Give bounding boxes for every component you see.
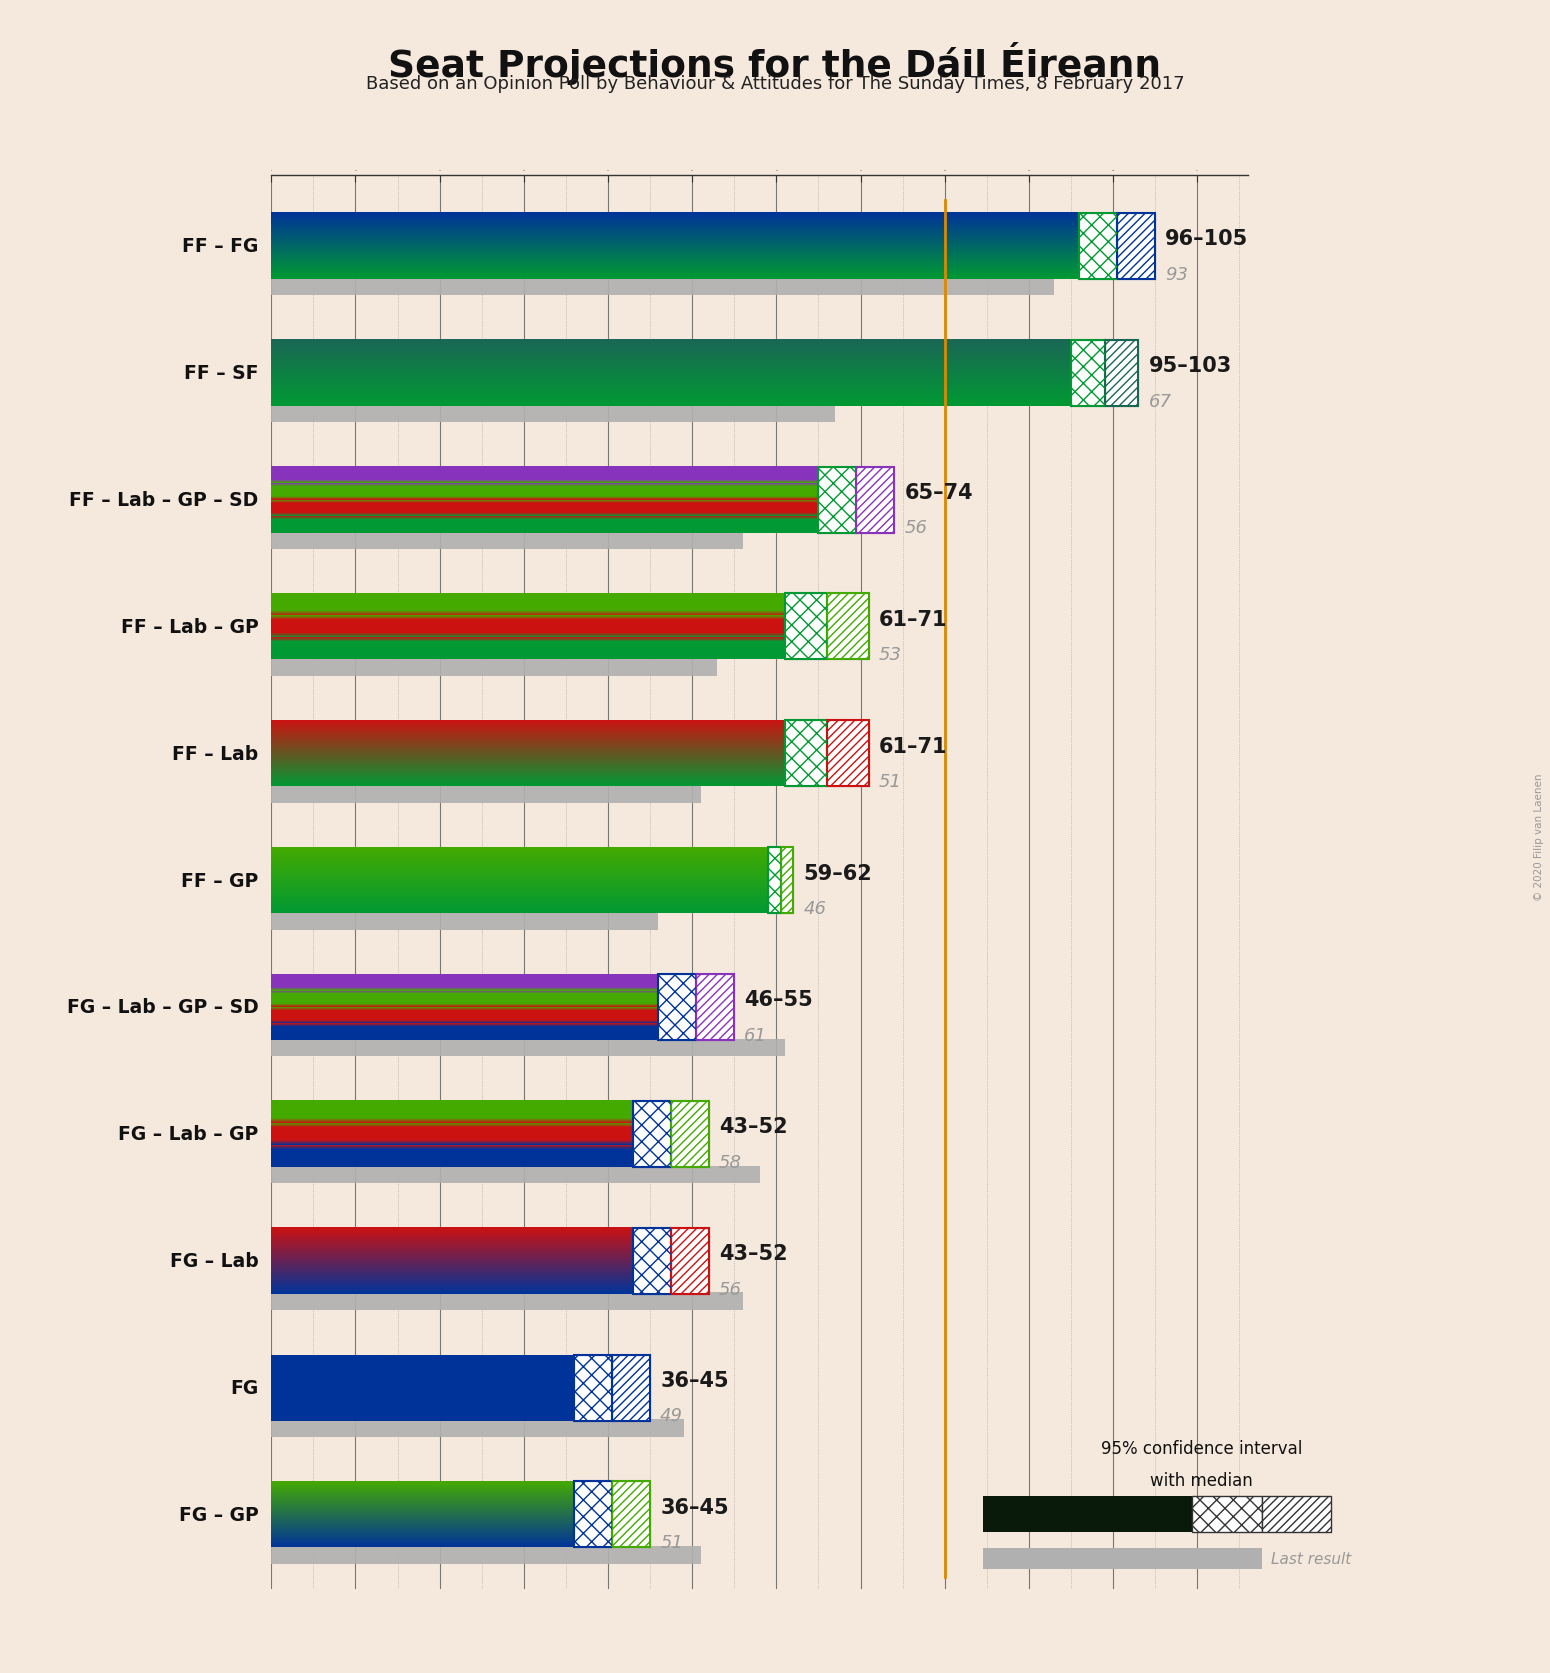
Bar [1079,214,1118,279]
Bar [696,974,735,1041]
Text: 65–74: 65–74 [904,482,973,502]
Text: 96–105: 96–105 [1166,229,1248,249]
Bar [818,467,856,534]
Text: 56: 56 [904,519,927,537]
Text: FF – FG: FF – FG [183,238,259,256]
Text: 93: 93 [1166,266,1189,283]
Bar [1118,214,1155,279]
Bar [634,1228,671,1293]
Text: 95% confidence interval: 95% confidence interval [1100,1439,1302,1457]
Text: 46–55: 46–55 [744,990,814,1010]
Text: © 2020 Filip van Laenen: © 2020 Filip van Laenen [1534,773,1544,900]
Bar [826,594,870,659]
Text: 43–52: 43–52 [719,1116,787,1136]
Bar [612,1482,649,1548]
Bar [983,1496,1192,1532]
Bar [271,659,718,676]
Bar [1105,341,1138,407]
Text: FG – Lab – GP: FG – Lab – GP [118,1124,259,1144]
Bar [826,594,870,659]
Bar [612,1355,649,1420]
Text: 67: 67 [1149,393,1172,410]
Bar [271,1419,684,1437]
Text: 46: 46 [803,900,826,917]
Bar [983,1549,1262,1569]
Bar [634,1101,671,1168]
Bar [575,1482,612,1548]
Text: FG: FG [231,1379,259,1397]
Bar [784,594,826,659]
Text: 61–71: 61–71 [879,736,947,756]
Bar [696,974,735,1041]
Bar [575,1482,612,1548]
Bar [612,1482,649,1548]
Text: FF – SF: FF – SF [184,365,259,383]
Text: 36–45: 36–45 [660,1370,728,1390]
Bar [671,1101,708,1168]
Bar [856,467,894,534]
Bar [271,1166,760,1183]
Bar [634,1101,671,1168]
Bar [575,1355,612,1420]
Bar [1118,214,1155,279]
Bar [767,848,781,913]
Bar [784,594,826,659]
Text: 51: 51 [879,773,902,791]
Text: FG – Lab – GP – SD: FG – Lab – GP – SD [67,997,259,1017]
Text: Seat Projections for the Dáil Éireann: Seat Projections for the Dáil Éireann [389,42,1161,85]
Bar [1071,341,1105,407]
Bar [575,1355,612,1420]
Bar [826,721,870,786]
Bar [767,848,781,913]
Bar [659,974,696,1041]
Bar [1079,214,1118,279]
Bar [271,1355,575,1420]
Bar [271,278,1054,296]
Text: 53: 53 [879,646,902,664]
Text: FF – GP: FF – GP [181,872,259,890]
Text: 43–52: 43–52 [719,1243,787,1263]
Bar [826,721,870,786]
Text: with median: with median [1150,1471,1252,1489]
Text: FF – Lab – GP – SD: FF – Lab – GP – SD [70,490,259,510]
Text: 58: 58 [719,1153,742,1171]
Bar [1192,1496,1262,1532]
Bar [784,721,826,786]
Text: 61: 61 [744,1026,767,1044]
Text: 49: 49 [660,1407,684,1425]
Bar [671,1101,708,1168]
Text: 56: 56 [719,1280,742,1298]
Bar [784,721,826,786]
Text: Last result: Last result [1271,1551,1352,1566]
Bar [818,467,856,534]
Bar [634,1228,671,1293]
Text: Based on an Opinion Poll by Behaviour & Attitudes for The Sunday Times, 8 Februa: Based on an Opinion Poll by Behaviour & … [366,75,1184,94]
Bar [271,1293,742,1310]
Bar [781,848,794,913]
Bar [271,405,835,423]
Text: 51: 51 [660,1534,684,1551]
Bar [271,912,659,930]
Bar [671,1228,708,1293]
Bar [271,1039,784,1057]
Bar [271,1546,701,1564]
Bar [671,1228,708,1293]
Text: FG – GP: FG – GP [178,1506,259,1524]
Bar [856,467,894,534]
Bar [1105,341,1138,407]
Bar [1071,341,1105,407]
Text: FG – Lab: FG – Lab [170,1251,259,1270]
Text: 36–45: 36–45 [660,1497,728,1517]
Text: FF – Lab – GP: FF – Lab – GP [121,617,259,636]
Text: 95–103: 95–103 [1149,356,1232,376]
Text: 61–71: 61–71 [879,609,947,629]
Bar [1262,1496,1331,1532]
Bar [612,1355,649,1420]
Bar [271,532,742,550]
Bar [781,848,794,913]
Text: FF – Lab: FF – Lab [172,744,259,763]
Text: 59–62: 59–62 [803,863,873,883]
Bar [659,974,696,1041]
Bar [271,786,701,803]
